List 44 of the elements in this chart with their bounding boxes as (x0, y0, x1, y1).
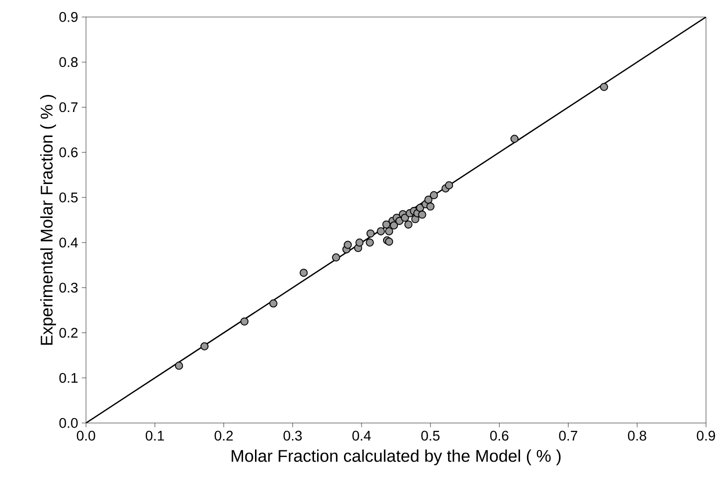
point (332, 253, 340, 262)
x-tick-label: 0.3 (284, 430, 302, 441)
point (510, 134, 519, 143)
x-tick-label: 0.6 (490, 430, 508, 441)
point (269, 299, 278, 308)
y-tick-label: 0.6 (59, 147, 78, 158)
x-tick-label: 0.7 (559, 430, 578, 441)
point (344, 240, 352, 249)
x-tick-label: 0.0 (76, 430, 96, 441)
x-tick-label: 0.1 (146, 430, 164, 441)
point (390, 221, 398, 230)
point (174, 362, 184, 370)
y-tick-label: 0.5 (59, 192, 78, 202)
y-tick-label: 0.2 (59, 328, 78, 338)
point (426, 202, 434, 211)
y-tick-label: 0.0 (59, 418, 78, 428)
point (385, 227, 394, 236)
point (376, 227, 385, 236)
y-tick-label: 0.7 (59, 102, 78, 112)
x-tick-label: 0.4 (352, 430, 371, 441)
point (300, 268, 308, 277)
x-tick-label: 0.8 (628, 430, 646, 441)
point (355, 238, 364, 247)
point (366, 229, 375, 238)
y-tick-label: 0.1 (59, 372, 78, 383)
y-tick-label: 0.9 (59, 12, 78, 22)
point (240, 317, 248, 326)
point (200, 342, 209, 350)
x-axis-title: Molar Fraction calculated by the Model ( % ) (232, 449, 561, 466)
point (600, 82, 608, 91)
x-tick-label: 0.5 (421, 430, 440, 441)
y-tick-label: 0.4 (59, 238, 78, 248)
y-tick-label: 0.3 (59, 282, 78, 293)
point (418, 210, 426, 219)
point (382, 220, 390, 229)
x-tick-label: 0.2 (214, 430, 233, 441)
y-tick-label: 0.8 (59, 57, 78, 68)
point (366, 238, 374, 247)
point (430, 191, 438, 200)
x-tick-label: 0.9 (696, 430, 716, 441)
point (444, 181, 454, 190)
point (404, 220, 412, 229)
y-axis-title: Experimental Molar Fraction ( % ) (40, 94, 56, 345)
point (424, 196, 432, 204)
